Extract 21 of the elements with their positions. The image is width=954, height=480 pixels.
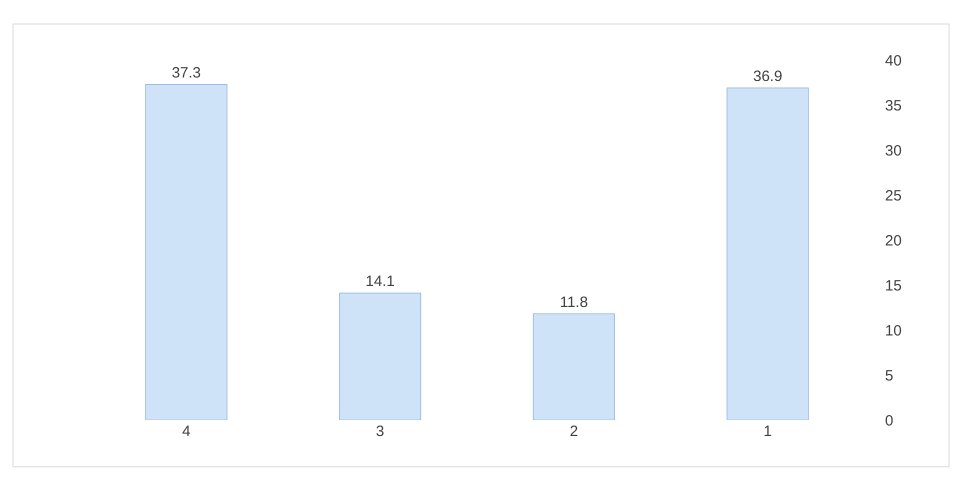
y-tick-label: 20 xyxy=(885,232,902,250)
data-label: 36.9 xyxy=(753,68,782,85)
y-tick-label: 10 xyxy=(885,322,902,340)
x-tick-label: 3 xyxy=(376,423,384,440)
data-label: 37.3 xyxy=(172,64,201,82)
y-tick-label: 5 xyxy=(885,367,894,384)
bar xyxy=(145,84,228,420)
y-tick-label: 30 xyxy=(885,142,902,160)
x-tick-label: 4 xyxy=(182,423,190,440)
y-tick-label: 35 xyxy=(885,97,902,114)
x-tick-label: 2 xyxy=(570,423,578,440)
y-tick-label: 15 xyxy=(885,277,902,294)
y-tick-label: 25 xyxy=(885,187,902,204)
data-label: 11.8 xyxy=(560,294,588,311)
bar xyxy=(532,314,615,420)
bar xyxy=(726,88,809,420)
x-tick-label: 1 xyxy=(764,423,772,440)
bar xyxy=(339,292,422,420)
y-tick-label: 0 xyxy=(885,412,894,430)
data-label: 14.1 xyxy=(366,273,395,290)
y-tick-label: 40 xyxy=(885,52,902,70)
